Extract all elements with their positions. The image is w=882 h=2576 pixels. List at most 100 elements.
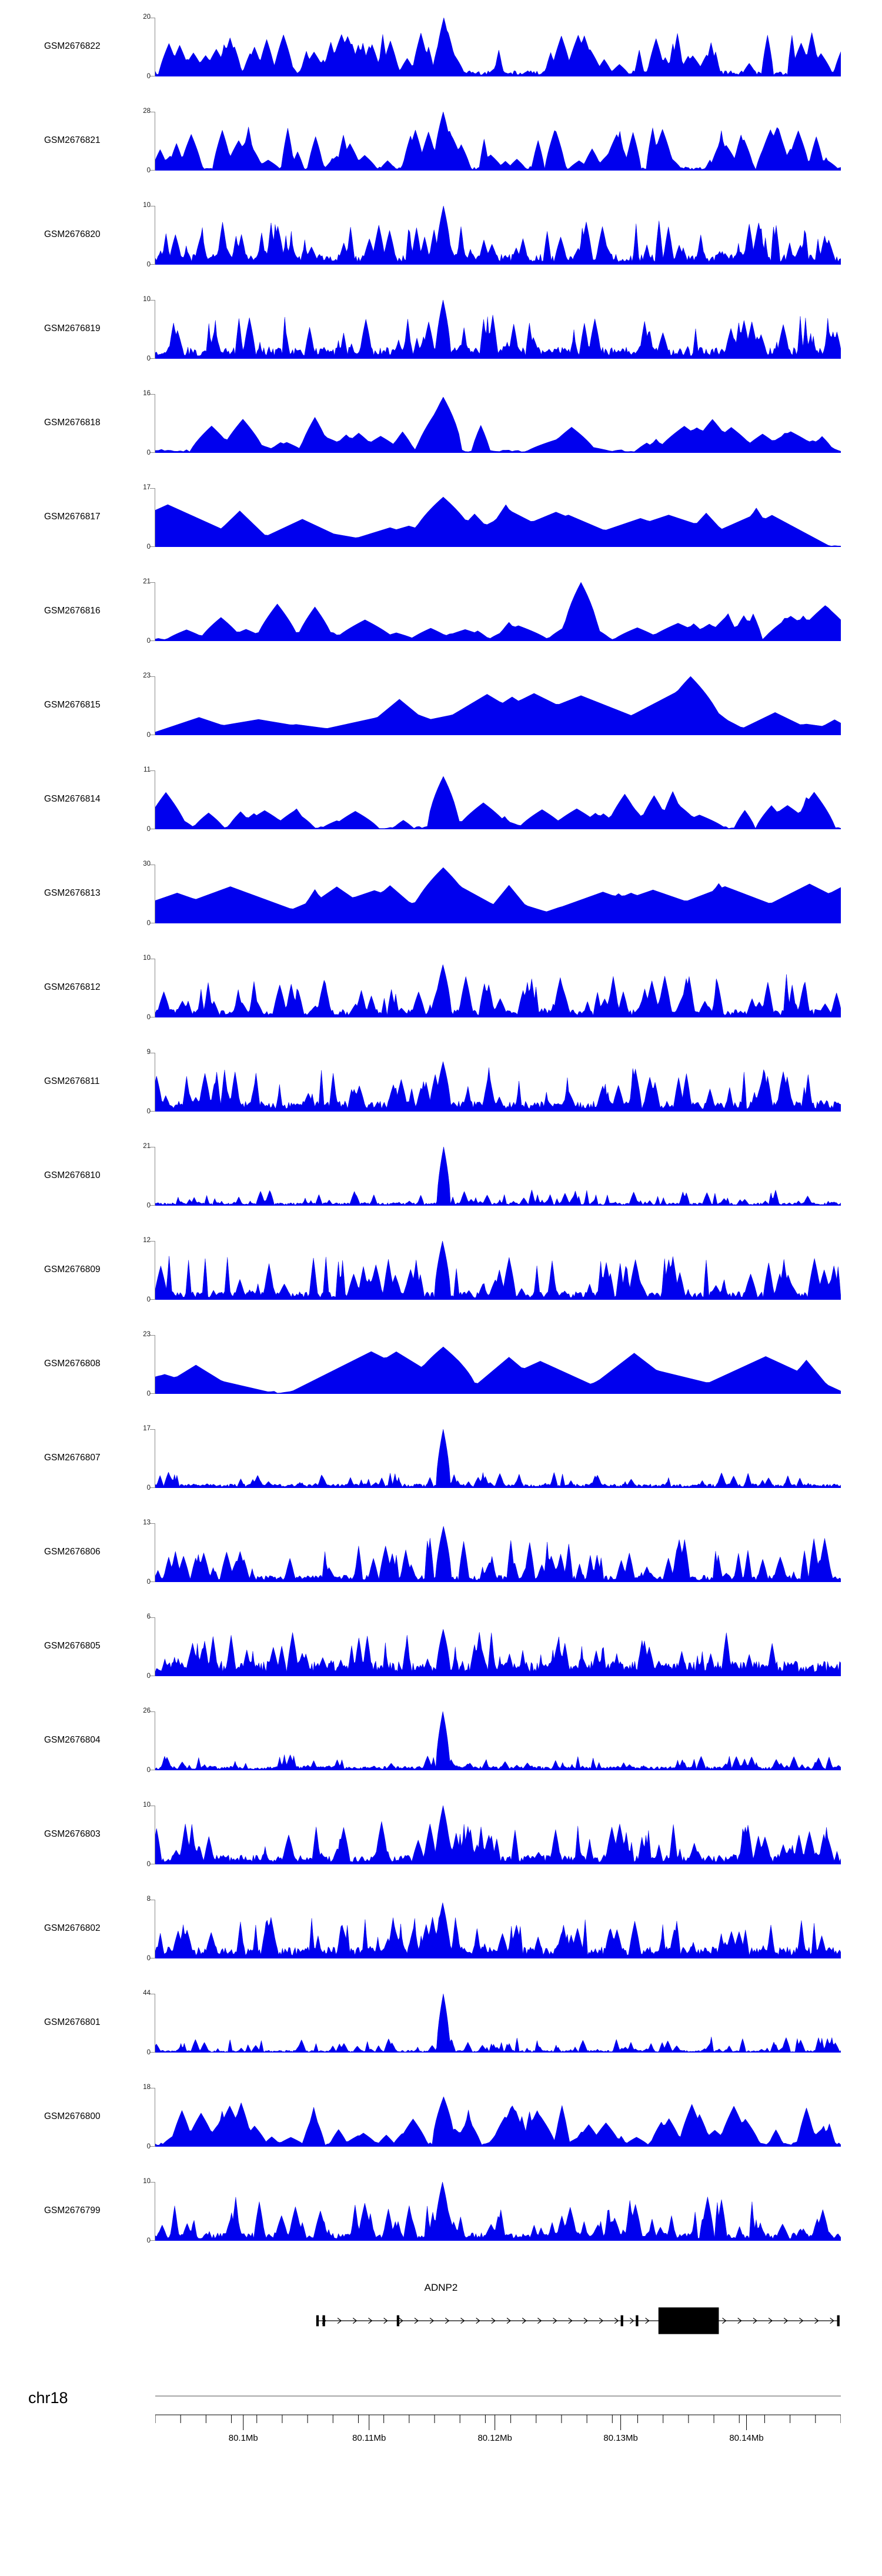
coverage-track[interactable]: GSM2676813 30 0 [0,860,882,926]
y-axis-tick-min [150,358,155,359]
y-axis-tick-max [150,1711,155,1712]
track-y-axis: 20 0 [131,14,155,79]
track-y-axis: 10 0 [131,1801,155,1867]
coverage-track[interactable]: GSM2676804 26 0 [0,1707,882,1773]
track-label: GSM2676811 [44,1076,100,1086]
y-axis-max-label: 12 [143,1237,151,1244]
track-y-axis: 17 0 [131,484,155,550]
coverage-plot[interactable] [155,394,841,453]
coverage-plot[interactable] [155,1335,841,1394]
coverage-track[interactable]: GSM2676801 44 0 [0,1990,882,2056]
y-axis-tick-max [150,394,155,395]
y-axis-min-label: 0 [146,1107,151,1115]
y-axis-tick-max [150,1241,155,1242]
coverage-plot[interactable] [155,1806,841,1864]
coverage-plot[interactable] [155,1994,841,2053]
coverage-plot[interactable] [155,112,841,171]
coverage-track[interactable]: GSM2676799 10 0 [0,2178,882,2244]
svg-text:80.12Mb: 80.12Mb [477,2433,512,2443]
y-axis-tick-max [150,2182,155,2183]
coverage-plot[interactable] [155,1711,841,1770]
coverage-plot[interactable] [155,18,841,76]
coverage-plot[interactable] [155,2088,841,2147]
track-label: GSM2676818 [44,418,101,428]
svg-text:80.1Mb: 80.1Mb [229,2433,258,2443]
coverage-track[interactable]: GSM2676810 21 0 [0,1143,882,1209]
y-axis-tick-min [150,1205,155,1206]
coverage-track[interactable]: GSM2676818 16 0 [0,390,882,456]
y-axis-tick-max [150,300,155,301]
coverage-plot[interactable] [155,300,841,359]
coverage-plot[interactable] [155,582,841,641]
coverage-track[interactable]: GSM2676821 28 0 [0,108,882,173]
coverage-plot[interactable] [155,2182,841,2241]
track-label: GSM2676820 [44,229,101,239]
track-y-axis: 23 0 [131,1331,155,1397]
track-label: GSM2676810 [44,1170,101,1180]
svg-text:80.14Mb: 80.14Mb [729,2433,763,2443]
track-label: GSM2676816 [44,606,101,616]
y-axis-min-label: 0 [146,1954,151,1962]
coverage-track[interactable]: GSM2676805 6 0 [0,1613,882,1679]
coverage-plot[interactable] [155,488,841,547]
gene-model-track[interactable]: ADNP2 [0,2282,882,2353]
track-label: GSM2676815 [44,700,101,710]
coverage-plot[interactable] [155,1241,841,1300]
coverage-track[interactable]: GSM2676812 10 0 [0,955,882,1020]
y-axis-tick-min [150,170,155,171]
track-y-axis: 17 0 [131,1425,155,1491]
y-axis-min-label: 0 [146,72,151,80]
coverage-track[interactable]: GSM2676800 18 0 [0,2084,882,2150]
coverage-track[interactable]: GSM2676815 23 0 [0,672,882,738]
y-axis-tick-min [150,2146,155,2147]
y-axis-min-label: 0 [146,355,151,362]
track-label: GSM2676804 [44,1735,101,1745]
coverage-track[interactable]: GSM2676807 17 0 [0,1425,882,1491]
coverage-plot[interactable] [155,1900,841,1958]
coverage-plot[interactable] [155,1147,841,1206]
coverage-track[interactable]: GSM2676808 23 0 [0,1331,882,1397]
track-y-axis: 10 0 [131,955,155,1020]
y-axis-min-label: 0 [146,543,151,550]
coverage-plot[interactable] [155,959,841,1017]
y-axis-tick-max [150,1335,155,1336]
track-y-axis: 10 0 [131,2178,155,2244]
y-axis-max-label: 10 [143,202,151,209]
track-y-axis: 13 0 [131,1519,155,1585]
coverage-plot[interactable] [155,770,841,829]
coverage-track[interactable]: GSM2676809 12 0 [0,1237,882,1303]
chromosome-label: chr18 [28,2389,68,2407]
y-axis-min-label: 0 [146,637,151,645]
coverage-track[interactable]: GSM2676802 8 0 [0,1896,882,1961]
coverage-track[interactable]: GSM2676822 20 0 [0,14,882,79]
y-axis-max-label: 10 [143,955,151,962]
coverage-plot[interactable] [155,865,841,923]
coverage-plot[interactable] [155,206,841,265]
y-axis-max-label: 23 [143,1331,151,1338]
coverage-track[interactable]: GSM2676803 10 0 [0,1801,882,1867]
y-axis-max-label: 10 [143,296,151,303]
coverage-plot[interactable] [155,1617,841,1676]
y-axis-min-label: 0 [146,449,151,456]
gene-model-graphic[interactable] [155,2297,841,2344]
coverage-plot[interactable] [155,1429,841,1488]
y-axis-tick-min [150,452,155,453]
coverage-track[interactable]: GSM2676817 17 0 [0,484,882,550]
coverage-track[interactable]: GSM2676806 13 0 [0,1519,882,1585]
y-axis-max-label: 17 [143,1425,151,1432]
coverage-track[interactable]: GSM2676811 9 0 [0,1049,882,1115]
track-label: GSM2676803 [44,1829,101,1839]
track-y-axis: 21 0 [131,1143,155,1209]
coverage-plot[interactable] [155,676,841,735]
y-axis-min-label: 0 [146,825,151,833]
coverage-track[interactable]: GSM2676819 10 0 [0,296,882,362]
coverage-track[interactable]: GSM2676816 21 0 [0,578,882,644]
coverage-plot[interactable] [155,1053,841,1112]
y-axis-tick-min [150,264,155,265]
y-axis-min-label: 0 [146,1484,151,1491]
coverage-track[interactable]: GSM2676814 11 0 [0,766,882,832]
track-y-axis: 10 0 [131,202,155,268]
coverage-plot[interactable] [155,1523,841,1582]
coverage-track[interactable]: GSM2676820 10 0 [0,202,882,268]
y-axis-max-label: 18 [143,2084,151,2091]
